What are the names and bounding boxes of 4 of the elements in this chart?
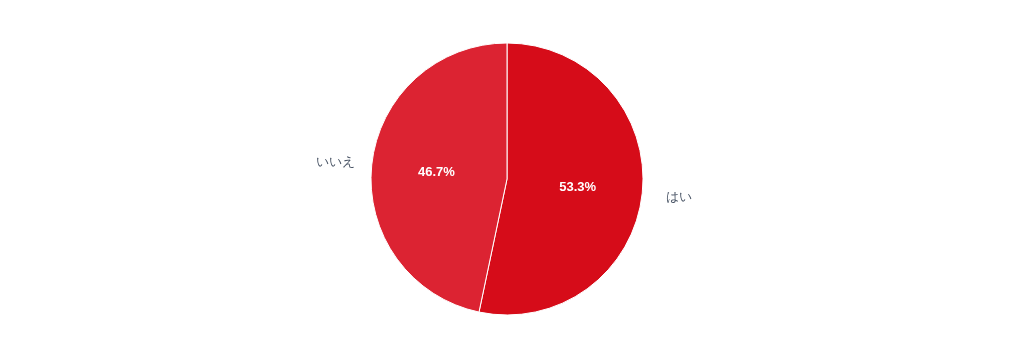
slice-label: いいえ [315, 153, 355, 169]
data-label: 46.7% [417, 164, 456, 180]
slice-label: はい [665, 189, 692, 205]
data-label: 53.3% [559, 178, 597, 194]
